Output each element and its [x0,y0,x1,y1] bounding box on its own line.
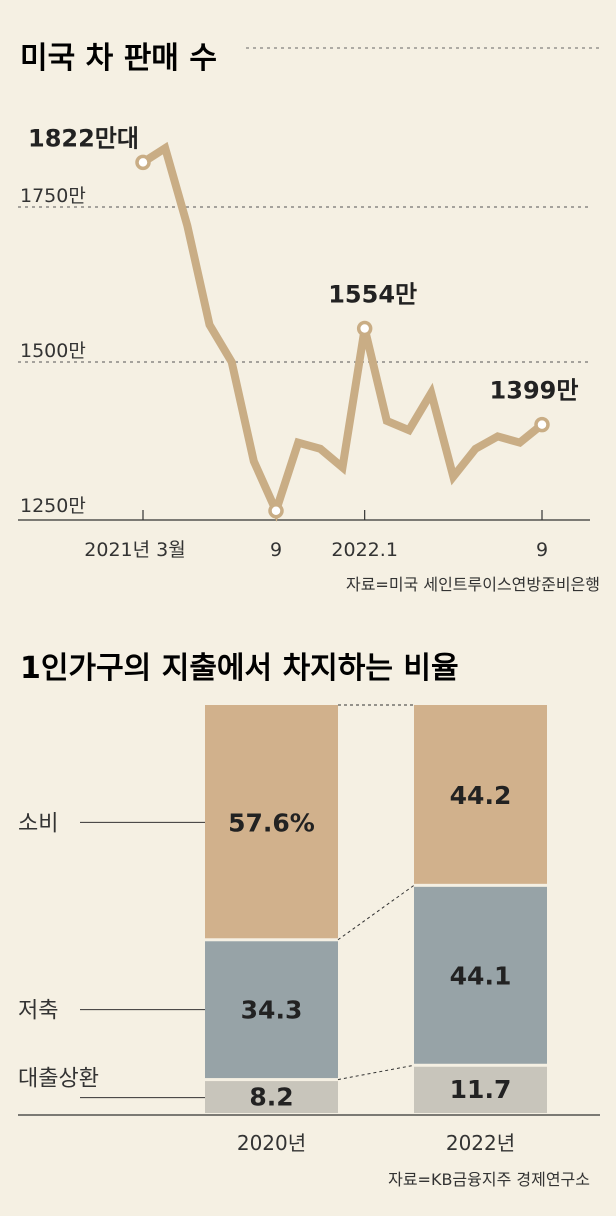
segment-value-label: 11.7 [450,1075,512,1104]
bar-segment [205,705,338,939]
y-tick-label: 1250만 [20,495,86,517]
bar-segment [205,941,338,1079]
x-tick-label: 9 [270,539,282,561]
data-point-marker [356,320,373,337]
line-chart-x-ticks: 2021년 3월 9 2022.1 9 [84,510,548,561]
bar-segment [414,705,547,884]
value-annotation: 1399만 [490,377,579,405]
series-name-label: 대출상환 [18,1067,99,1092]
sales-series-line [140,141,545,522]
segment-value-labels: 8.2 34.3 57.6% 11.7 44.1 44.2 [228,781,511,1111]
y-tick-label: 1750만 [20,185,86,207]
value-annotation: 1554만 [328,281,417,309]
bar-chart-title: 1인가구의 지출에서 차지하는 비율 [20,651,459,686]
line-chart-gridlines [18,206,590,363]
x-tick-label: 2022.1 [331,539,397,561]
stacked-bars [205,705,547,1113]
bar-category-label: 2022년 [446,1131,515,1155]
line-chart-annotations: 1822만대 1554만 1399만 [28,124,578,404]
data-point-marker [534,416,550,433]
line-chart-y-ticks: 1750만 1500만 1250만 [20,185,86,517]
data-point-marker [135,154,151,171]
bar-segment [414,886,547,1064]
line-chart: 미국 차 판매 수 1750만 1500만 1250만 2021년 3월 9 2022.… [18,41,600,594]
bar-segment [414,1066,547,1113]
line-chart-title: 미국 차 판매 수 [20,41,217,76]
bar-chart-source: 자료=KB금융지주 경제연구소 [388,1170,590,1189]
data-point-marker [268,503,284,519]
segment-value-label: 44.1 [450,961,512,990]
y-tick-label: 1500만 [20,340,86,362]
bar-connector-lines [337,704,415,1081]
bar-category-label: 2020년 [237,1131,306,1155]
bar-segment [205,1081,338,1113]
line-chart-source: 자료=미국 세인트루이스연방준비은행 [346,575,600,594]
series-category-labels: 대출상환 저축 소비 [18,811,205,1099]
bar-x-labels: 2020년 2022년 [237,1131,515,1155]
series-name-label: 소비 [18,811,58,836]
segment-value-label: 57.6% [228,808,315,837]
stacked-bar-chart: 1인가구의 지출에서 차지하는 비율 8.2 34.3 57.6% 11.7 44.1 4… [18,651,600,1189]
segment-value-label: 8.2 [249,1082,293,1111]
connector-line [337,884,415,941]
value-annotation: 1822만대 [28,124,139,152]
segment-value-label: 34.3 [241,996,303,1025]
segment-value-label: 44.2 [450,781,512,810]
x-tick-label: 9 [536,539,548,561]
x-tick-label: 2021년 3월 [84,539,185,561]
line-chart-markers [135,154,550,519]
series-name-label: 저축 [18,999,58,1024]
connector-line [337,1064,415,1081]
